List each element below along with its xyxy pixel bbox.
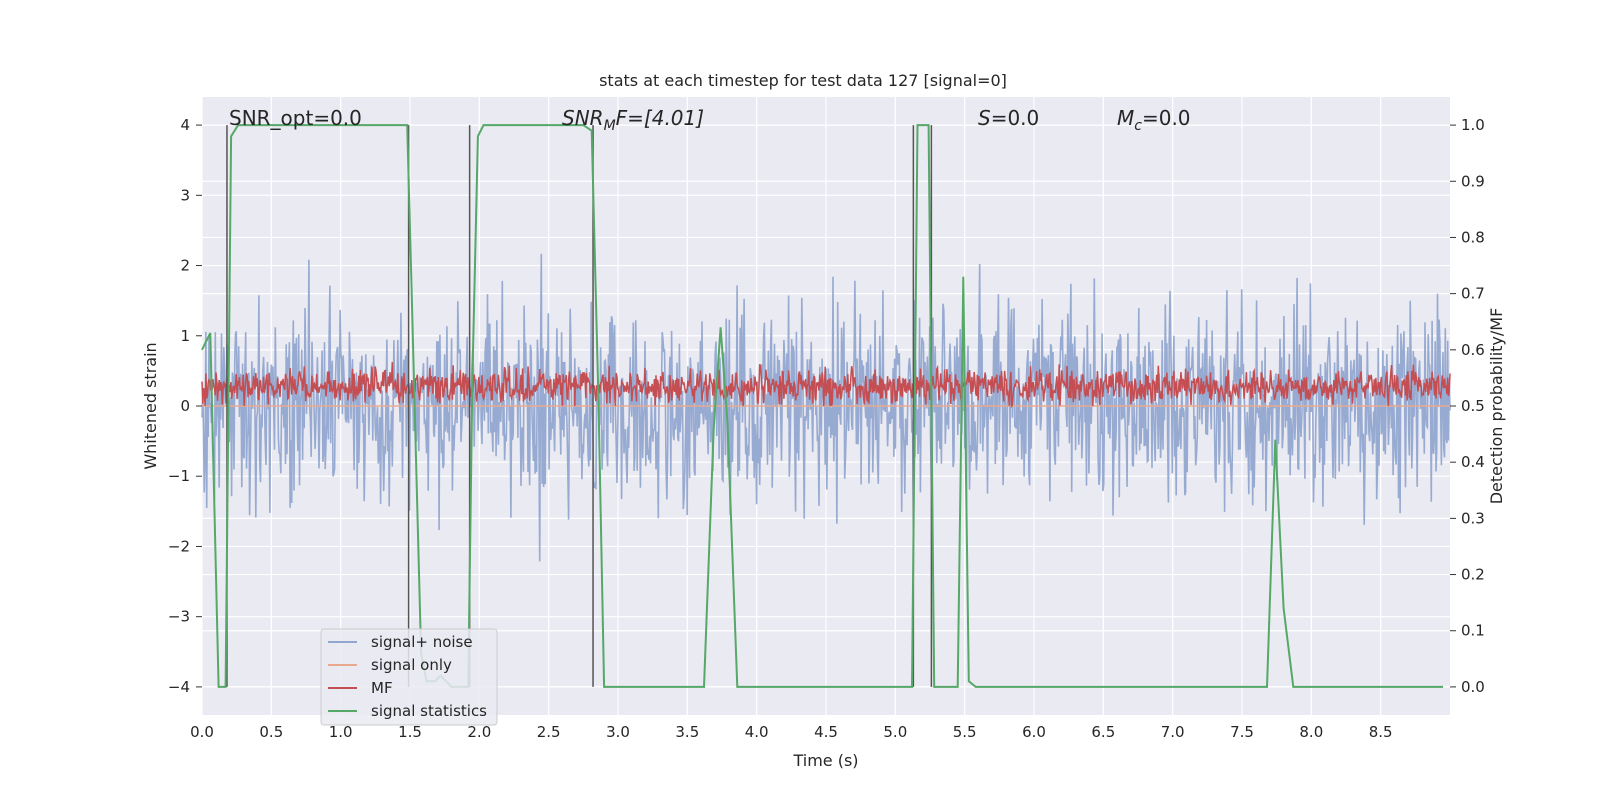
legend-box [320, 628, 498, 726]
x-tick-label: 2.5 [537, 723, 561, 741]
y2-tick-label: 0.4 [1461, 453, 1485, 471]
series-signal-statistics [201, 124, 1444, 688]
y-tick-label: 4 [180, 116, 190, 134]
x-tick-label: 6.0 [1022, 723, 1046, 741]
x-tick-label: 4.0 [745, 723, 769, 741]
annotation-snr-mf-sub: M [604, 118, 616, 134]
y2-tick-label: 0.0 [1461, 678, 1485, 696]
annotation-mc-symbol: M [1117, 106, 1134, 130]
y2-tick-label: 0.8 [1461, 228, 1485, 246]
legend: signal+ noise signal only MF signal stat… [320, 628, 498, 726]
y-tick-label: 3 [180, 186, 190, 204]
legend-label-mf: MF [371, 679, 393, 697]
x-tick-label: 3.5 [675, 723, 699, 741]
x-axis-label: Time (s) [792, 751, 858, 770]
x-tick-label: 8.0 [1299, 723, 1323, 741]
y2-tick-label: 0.6 [1461, 341, 1485, 359]
y2-tick-label: 0.5 [1461, 397, 1485, 415]
annotation-mc: Mc=0.0 [1117, 106, 1191, 134]
x-tick-label: 5.5 [953, 723, 977, 741]
y2-axis-label: Detection probability/MF [1487, 308, 1506, 505]
x-tick-label: 7.5 [1230, 723, 1254, 741]
annotation-s-symbol: S [978, 106, 991, 130]
annotation-snr-opt: SNR_opt=0.0 [229, 106, 362, 130]
x-tick-label: 0.5 [259, 723, 283, 741]
legend-label-signal-noise: signal+ noise [371, 633, 473, 651]
y2-tick-label: 1.0 [1461, 116, 1485, 134]
x-tick-label: 4.5 [814, 723, 838, 741]
chart-title: stats at each timestep for test data 127… [599, 71, 1007, 90]
y-axis-label: Whitened strain [141, 342, 160, 469]
y-tick-label: −1 [168, 467, 190, 485]
x-tick-label: 2.0 [467, 723, 491, 741]
legend-label-signal-only: signal only [371, 656, 452, 674]
y2-tick-label: 0.9 [1461, 172, 1485, 190]
y2-tick-label: 0.1 [1461, 622, 1485, 640]
y-tick-label: 2 [180, 257, 190, 275]
annotation-mc-value: =0.0 [1142, 106, 1191, 130]
axes-layer: 0.0 0.5 1.0 1.5 2.0 2.5 3.0 3.5 4.0 4.5 5.0 5.5 6.0 6… [168, 116, 1485, 741]
annotation-s: S=0.0 [978, 106, 1039, 130]
y-tick-label: −3 [168, 608, 190, 626]
y-tick-label: 1 [180, 327, 190, 345]
legend-label-signal-statistics: signal statistics [371, 702, 487, 720]
annotation-snr-mf-symbol: SNR [562, 106, 604, 130]
y-tick-label: −2 [168, 537, 190, 555]
x-tick-label: 1.0 [329, 723, 353, 741]
y2-tick-label: 0.3 [1461, 509, 1485, 527]
x-tick-label: 8.5 [1369, 723, 1393, 741]
x-tick-label: 7.0 [1161, 723, 1185, 741]
data-layer [201, 124, 1451, 688]
y2-tick-label: 0.7 [1461, 285, 1485, 303]
x-tick-label: 3.0 [606, 723, 630, 741]
series-signal-plus-noise [201, 253, 1451, 562]
x-tick-label: 6.5 [1091, 723, 1115, 741]
x-tick-label: 0.0 [190, 723, 214, 741]
y-tick-label: 0 [180, 397, 190, 415]
y-tick-label: −4 [168, 678, 190, 696]
x-tick-label: 5.0 [883, 723, 907, 741]
annotation-snr-mf: SNRMF=[4.01] [562, 106, 704, 134]
annotation-snr-mf-value: F=[4.01] [616, 106, 704, 130]
annotation-s-value: =0.0 [991, 106, 1040, 130]
y2-tick-label: 0.2 [1461, 566, 1485, 584]
x-tick-label: 1.5 [398, 723, 422, 741]
annotation-mc-sub: c [1134, 118, 1142, 134]
series-mf [201, 362, 1451, 409]
